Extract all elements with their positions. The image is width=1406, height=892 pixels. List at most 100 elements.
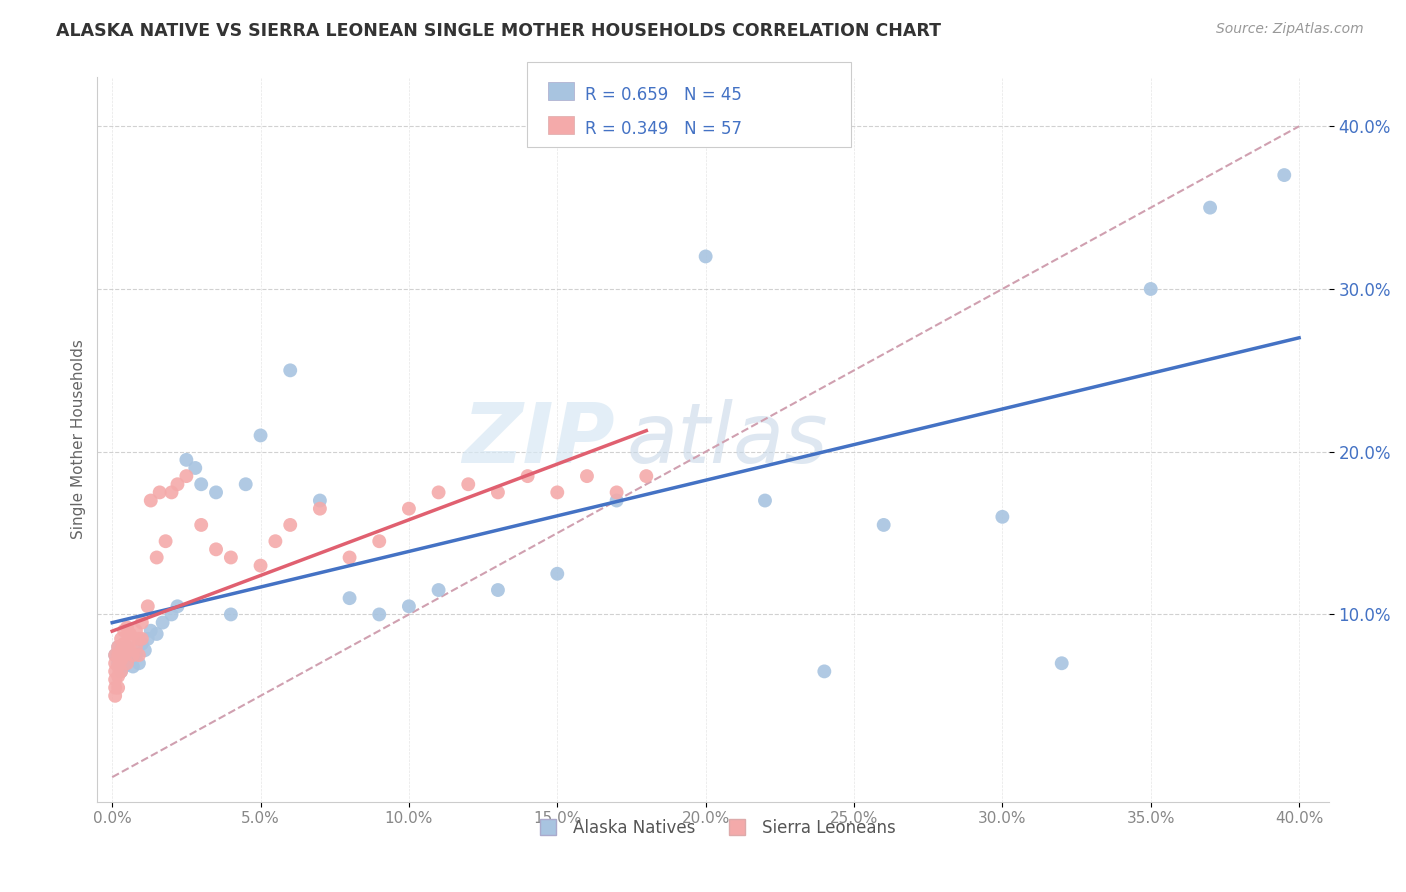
Point <box>486 582 509 597</box>
Point <box>264 534 287 549</box>
Point <box>122 632 145 646</box>
Point <box>152 615 174 630</box>
Point <box>125 648 148 662</box>
Point <box>873 517 896 532</box>
Point <box>486 485 509 500</box>
Point <box>398 501 420 516</box>
Point <box>278 363 301 377</box>
Point <box>991 509 1014 524</box>
Point <box>128 657 150 671</box>
Point <box>118 643 141 657</box>
Point <box>110 643 132 657</box>
Point <box>131 615 153 630</box>
Y-axis label: Single Mother Households: Single Mother Households <box>72 340 86 540</box>
Point <box>1050 657 1073 671</box>
Point <box>131 637 153 651</box>
Point <box>110 665 132 679</box>
Point <box>107 657 129 671</box>
Point <box>128 632 150 646</box>
Point <box>205 542 228 557</box>
Point <box>125 640 148 654</box>
Point <box>249 558 271 573</box>
Point <box>136 632 159 646</box>
Point <box>139 624 162 638</box>
Point <box>107 648 129 662</box>
Point <box>104 657 127 671</box>
Point <box>107 659 129 673</box>
Point <box>104 689 127 703</box>
Point <box>1139 282 1161 296</box>
Point <box>398 599 420 614</box>
Point <box>145 550 167 565</box>
Point <box>136 599 159 614</box>
Point <box>205 485 228 500</box>
Point <box>160 485 183 500</box>
Point <box>107 640 129 654</box>
Point <box>131 632 153 646</box>
Text: atlas: atlas <box>627 399 828 480</box>
Point <box>516 469 538 483</box>
Point <box>115 640 138 654</box>
Point <box>104 673 127 687</box>
Point <box>107 669 129 683</box>
Point <box>112 648 135 662</box>
Point <box>575 469 598 483</box>
Point <box>115 620 138 634</box>
Point <box>115 640 138 654</box>
Point <box>309 501 332 516</box>
Point <box>1272 168 1295 182</box>
Point <box>427 582 450 597</box>
Point <box>339 591 361 606</box>
Point <box>104 681 127 695</box>
Point <box>112 637 135 651</box>
Point <box>125 624 148 638</box>
Point <box>695 249 717 263</box>
Point <box>128 648 150 662</box>
Point <box>112 624 135 638</box>
Point <box>546 566 568 581</box>
Point <box>166 599 188 614</box>
Point <box>115 657 138 671</box>
Text: R = 0.659   N = 45: R = 0.659 N = 45 <box>585 87 742 104</box>
Point <box>134 643 156 657</box>
Point <box>606 493 628 508</box>
Point <box>160 607 183 622</box>
Point <box>235 477 257 491</box>
Text: ALASKA NATIVE VS SIERRA LEONEAN SINGLE MOTHER HOUSEHOLDS CORRELATION CHART: ALASKA NATIVE VS SIERRA LEONEAN SINGLE M… <box>56 22 941 40</box>
Point <box>118 627 141 641</box>
Point <box>110 665 132 679</box>
Point <box>368 534 391 549</box>
Text: ZIP: ZIP <box>463 399 614 480</box>
Point <box>190 477 212 491</box>
Point <box>1199 201 1222 215</box>
Point <box>145 627 167 641</box>
Point <box>184 461 207 475</box>
Point <box>546 485 568 500</box>
Point <box>176 469 198 483</box>
Legend: Alaska Natives, Sierra Leoneans: Alaska Natives, Sierra Leoneans <box>524 813 903 844</box>
Point <box>754 493 776 508</box>
Point <box>219 607 242 622</box>
Point <box>427 485 450 500</box>
Point <box>112 659 135 673</box>
Point <box>309 493 332 508</box>
Point <box>219 550 242 565</box>
Point <box>368 607 391 622</box>
Point <box>118 653 141 667</box>
Point <box>606 485 628 500</box>
Point <box>636 469 658 483</box>
Text: Source: ZipAtlas.com: Source: ZipAtlas.com <box>1216 22 1364 37</box>
Point <box>457 477 479 491</box>
Point <box>110 653 132 667</box>
Point <box>112 649 135 664</box>
Point <box>122 648 145 662</box>
Point <box>249 428 271 442</box>
Point <box>176 453 198 467</box>
Point <box>107 640 129 654</box>
Point <box>110 653 132 667</box>
Point <box>122 659 145 673</box>
Point <box>149 485 172 500</box>
Point <box>339 550 361 565</box>
Point <box>813 665 835 679</box>
Point <box>110 632 132 646</box>
